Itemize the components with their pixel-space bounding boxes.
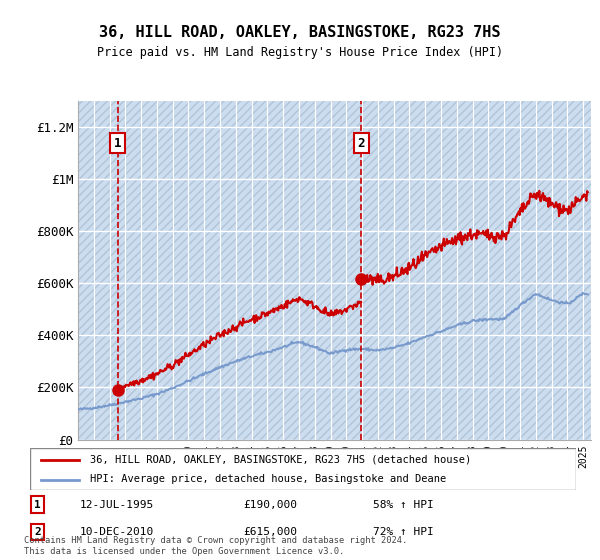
Text: 2: 2: [358, 137, 365, 150]
Text: 36, HILL ROAD, OAKLEY, BASINGSTOKE, RG23 7HS (detached house): 36, HILL ROAD, OAKLEY, BASINGSTOKE, RG23…: [90, 455, 472, 465]
Text: £615,000: £615,000: [244, 527, 298, 537]
Text: 58% ↑ HPI: 58% ↑ HPI: [373, 500, 434, 510]
Text: 1: 1: [34, 500, 41, 510]
Text: Contains HM Land Registry data © Crown copyright and database right 2024.
This d: Contains HM Land Registry data © Crown c…: [24, 536, 407, 556]
Text: 12-JUL-1995: 12-JUL-1995: [80, 500, 154, 510]
Text: HPI: Average price, detached house, Basingstoke and Deane: HPI: Average price, detached house, Basi…: [90, 474, 446, 484]
Text: 2: 2: [34, 527, 41, 537]
Text: 36, HILL ROAD, OAKLEY, BASINGSTOKE, RG23 7HS: 36, HILL ROAD, OAKLEY, BASINGSTOKE, RG23…: [99, 25, 501, 40]
Text: Price paid vs. HM Land Registry's House Price Index (HPI): Price paid vs. HM Land Registry's House …: [97, 46, 503, 59]
Text: 1: 1: [114, 137, 122, 150]
Text: 10-DEC-2010: 10-DEC-2010: [80, 527, 154, 537]
Text: 72% ↑ HPI: 72% ↑ HPI: [373, 527, 434, 537]
Text: £190,000: £190,000: [244, 500, 298, 510]
FancyBboxPatch shape: [30, 448, 576, 490]
